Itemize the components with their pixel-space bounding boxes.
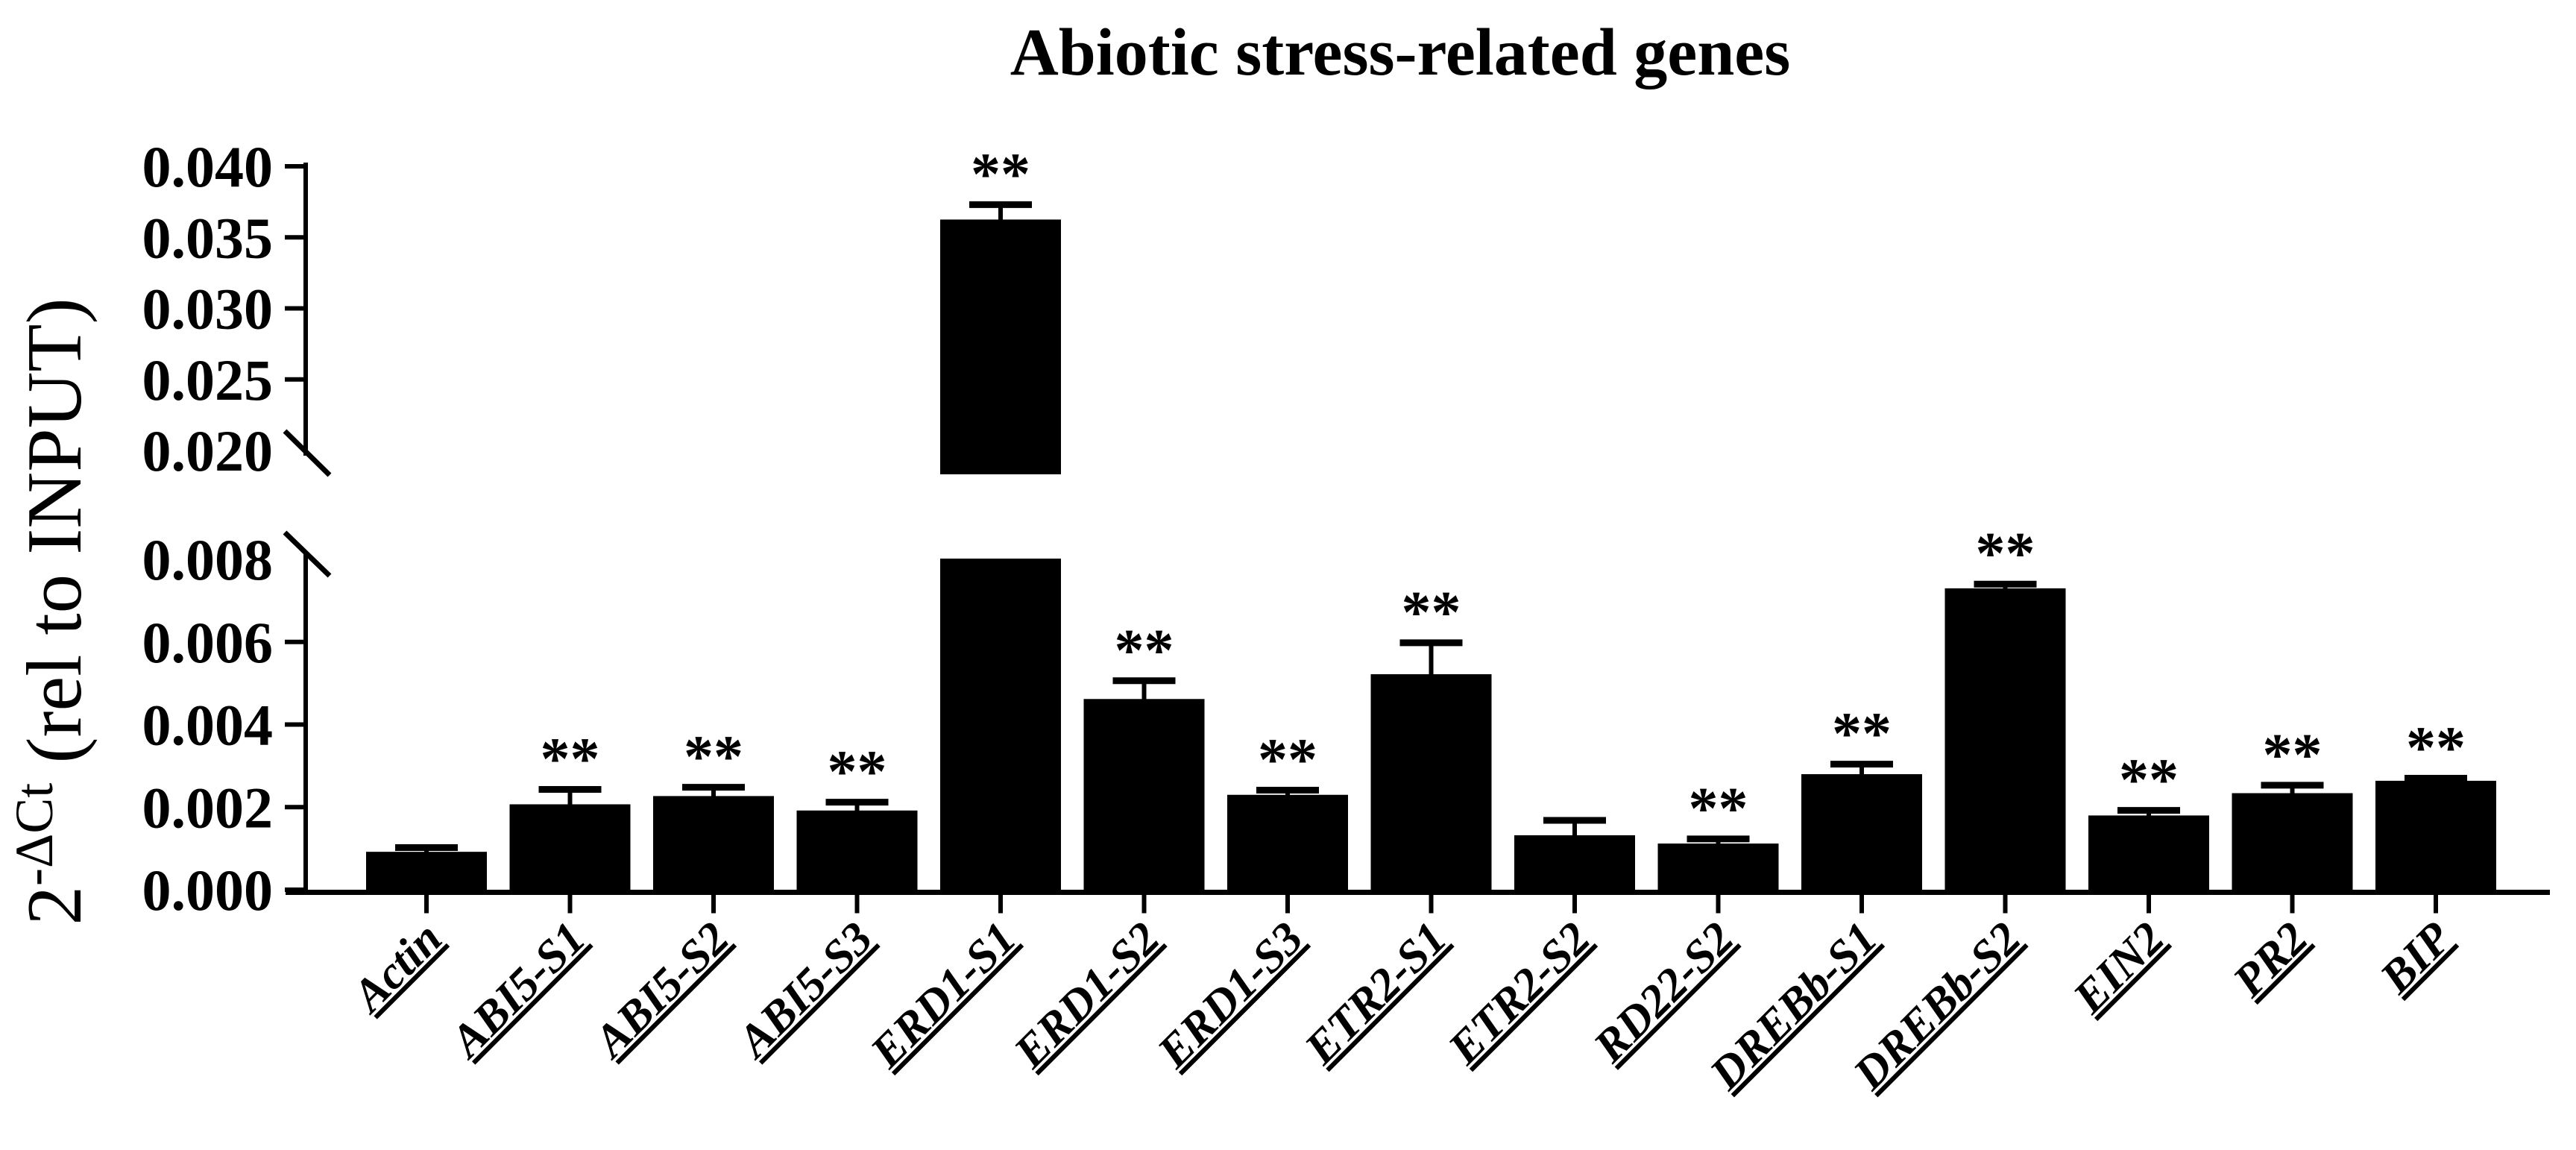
- significance-marker-ABI5-S3: **: [828, 740, 887, 805]
- x-labels-group: ActinABI5-S1ABI5-S2ABI5-S3ERD1-S1ERD1-S2…: [341, 912, 2462, 1100]
- y-axis-label: 2-ΔCt (rel to INPUT): [4, 298, 98, 925]
- bar-ABI5-S3: [796, 810, 918, 893]
- significance-group: ** ** ** ** ** ** ** ** ** ** ** ** **: [541, 142, 2466, 841]
- bar-ERD1-S1-lower-segment: [940, 559, 1061, 893]
- significance-marker-ABI5-S2: **: [684, 725, 743, 791]
- x-label-ETR2-S2: ETR2-S2: [1438, 913, 1600, 1075]
- bar-ABI5-S1: [509, 804, 631, 893]
- y-tick-label: 0.040: [142, 134, 274, 199]
- bar-ERD1-S2: [1083, 699, 1205, 893]
- bar-ABI5-S2: [653, 796, 774, 893]
- significance-marker-PR2: **: [2263, 723, 2323, 788]
- bar-PR2: [2232, 793, 2353, 893]
- significance-marker-EIN2: **: [2119, 748, 2179, 814]
- significance-marker-ERD1-S2: **: [1115, 618, 1174, 684]
- y-tick-label: 0.006: [142, 610, 274, 675]
- bar-DREBb-S2: [1944, 588, 2066, 893]
- x-label-ERD1-S3: ERD1-S3: [1147, 913, 1313, 1078]
- y-tick-label: 0.000: [142, 858, 274, 923]
- bar-ETR2-S2: [1514, 835, 1635, 893]
- bar-EIN2: [2088, 815, 2209, 893]
- y-tick-label: 0.008: [142, 527, 274, 592]
- bar-BIP: [2375, 780, 2496, 893]
- axis-break-slash: [283, 530, 332, 578]
- y-tick-label: 0.035: [142, 205, 274, 270]
- x-label-ERD1-S1: ERD1-S1: [860, 913, 1026, 1078]
- bar-Actin: [366, 852, 487, 893]
- x-label-ERD1-S2: ERD1-S2: [1004, 913, 1170, 1078]
- chart-title: Abiotic stress-related genes: [1010, 16, 1790, 89]
- x-label-ABI5-S2: ABI5-S2: [583, 913, 739, 1069]
- x-axis: [286, 890, 2550, 914]
- x-label-Actin: Actin: [341, 913, 452, 1023]
- y-tick-label: 0.025: [142, 348, 274, 412]
- bar-ERD1-S3: [1227, 794, 1348, 893]
- x-label-BIP: BIP: [2370, 912, 2462, 1004]
- bar-ERD1-S1-upper-segment: [940, 219, 1061, 474]
- x-label-ETR2-S1: ETR2-S1: [1295, 913, 1457, 1075]
- error-bars-group: [395, 201, 2467, 853]
- significance-marker-BIP: **: [2406, 715, 2466, 781]
- x-label-ABI5-S1: ABI5-S1: [439, 913, 595, 1069]
- bar-RD22-S2: [1657, 843, 1779, 893]
- bars-group: [366, 219, 2496, 893]
- significance-marker-ERD1-S3: **: [1258, 728, 1317, 794]
- x-label-PR2: PR2: [2223, 913, 2318, 1008]
- significance-marker-DREBb-S1: **: [1832, 702, 1892, 767]
- bar-DREBb-S1: [1801, 774, 1922, 893]
- y-tick-label: 0.030: [142, 277, 274, 342]
- x-label-ABI5-S3: ABI5-S3: [726, 913, 882, 1069]
- significance-marker-ABI5-S1: **: [541, 726, 600, 792]
- x-label-EIN2: EIN2: [2063, 913, 2174, 1024]
- significance-marker-ETR2-S1: **: [1402, 580, 1461, 646]
- significance-marker-RD22-S2: **: [1689, 776, 1748, 842]
- bar-ETR2-S1: [1370, 674, 1492, 893]
- y-tick-label: 0.004: [142, 693, 274, 758]
- axis-break-slash: [283, 429, 332, 477]
- y-tick-label: 0.002: [142, 775, 274, 840]
- y-tick-label: 0.020: [142, 418, 274, 483]
- significance-marker-DREBb-S2: **: [1976, 521, 2035, 587]
- significance-marker-ERD1-S1: **: [971, 142, 1030, 207]
